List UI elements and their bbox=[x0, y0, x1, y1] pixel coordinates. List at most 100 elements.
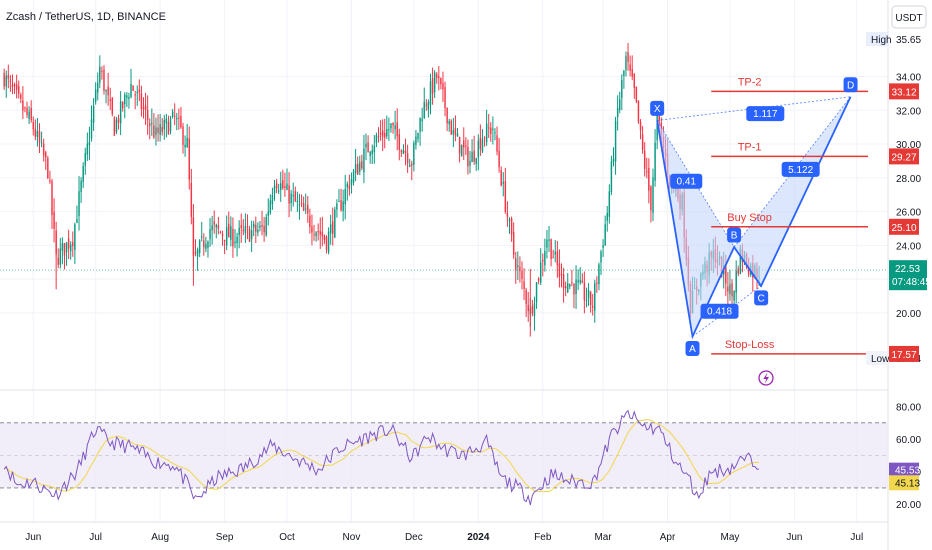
candle-body bbox=[531, 306, 534, 314]
candle-body bbox=[400, 150, 403, 153]
candle-body bbox=[494, 132, 496, 134]
rsi-line bbox=[3, 409, 760, 506]
candle-body bbox=[506, 213, 509, 217]
candle-body bbox=[182, 126, 184, 145]
currency-button[interactable]: USDT bbox=[891, 5, 927, 29]
candle-body bbox=[61, 242, 64, 251]
last-price-tag-bg bbox=[889, 260, 927, 291]
candle-body bbox=[255, 224, 257, 232]
candle-body bbox=[348, 185, 351, 190]
candle-body bbox=[419, 117, 421, 132]
candle-body bbox=[144, 105, 147, 110]
candle-body bbox=[236, 236, 238, 244]
lightning-icon[interactable] bbox=[758, 370, 774, 386]
time-tick-label: Dec bbox=[405, 532, 423, 543]
candle-body bbox=[739, 247, 742, 274]
candle-body bbox=[334, 209, 336, 238]
candle-body bbox=[9, 80, 12, 82]
candle-body bbox=[577, 280, 579, 283]
candle-body bbox=[371, 150, 373, 155]
time-tick-label: Nov bbox=[343, 532, 361, 543]
candle-body bbox=[284, 186, 286, 188]
candle-body bbox=[544, 251, 546, 266]
pattern-point-c[interactable]: C bbox=[754, 290, 769, 306]
candle-body bbox=[515, 258, 517, 270]
candle-body bbox=[32, 122, 35, 130]
candle-body bbox=[575, 279, 577, 295]
rsi-tick-label: 60.00 bbox=[896, 435, 921, 446]
candle-body bbox=[163, 120, 166, 130]
candle-body bbox=[729, 284, 731, 295]
candle-body bbox=[132, 85, 134, 91]
candle-body bbox=[277, 190, 280, 192]
candle-body bbox=[610, 161, 613, 192]
high-marker: High 35.65 bbox=[866, 32, 921, 46]
candle-body bbox=[648, 167, 650, 191]
candle-body bbox=[475, 158, 477, 165]
candle-body bbox=[735, 270, 737, 293]
candle-body bbox=[94, 89, 97, 102]
candle-body bbox=[315, 232, 317, 237]
time-tick-label: Jul bbox=[89, 532, 102, 543]
candle-body bbox=[562, 273, 565, 289]
candle-body bbox=[639, 121, 642, 131]
candle-body bbox=[280, 183, 282, 190]
ratio-badge-abc: 0.418 bbox=[700, 303, 739, 319]
tp2-price-tag: 33.12 bbox=[889, 83, 919, 100]
pattern-point-x[interactable]: X bbox=[650, 100, 665, 116]
candle-body bbox=[552, 257, 554, 259]
candle-body bbox=[496, 135, 498, 152]
currency-button-frame bbox=[891, 5, 927, 29]
candle-body bbox=[69, 244, 72, 252]
candle-body bbox=[47, 158, 49, 178]
candle-body bbox=[384, 132, 386, 138]
candle-body bbox=[128, 96, 130, 99]
candle-body bbox=[346, 183, 349, 188]
candle-body bbox=[234, 241, 236, 244]
pattern-point-d[interactable]: D bbox=[843, 77, 858, 93]
candle-body bbox=[429, 81, 432, 105]
candle-body bbox=[502, 182, 504, 184]
candle-body bbox=[625, 56, 627, 70]
last-price-value: 22.53 bbox=[895, 264, 920, 275]
candle-body bbox=[321, 231, 324, 237]
candle-body bbox=[3, 72, 5, 87]
svg-text:X: X bbox=[654, 104, 661, 115]
candle-body bbox=[413, 142, 415, 165]
symbol-title[interactable]: Zcash / TetherUS, 1D, BINANCE bbox=[6, 11, 166, 23]
price-tick-label: 30.00 bbox=[896, 140, 921, 151]
candle-body bbox=[440, 77, 442, 85]
candle-body bbox=[725, 263, 727, 284]
time-axis[interactable]: Jun Jul Aug Sep Oct Nov Dec 2024 Feb Mar Apr May Jun… bbox=[25, 532, 863, 543]
candle-body bbox=[213, 221, 215, 225]
candle-body bbox=[652, 177, 654, 213]
candle-body bbox=[608, 191, 611, 217]
candle-body bbox=[460, 144, 463, 157]
candle-body bbox=[107, 86, 109, 96]
candle-body bbox=[246, 226, 249, 228]
pattern-legs bbox=[656, 96, 852, 340]
candle-body bbox=[275, 183, 278, 189]
candle-body bbox=[97, 82, 99, 93]
candle-body bbox=[361, 161, 363, 169]
candle-body bbox=[396, 122, 398, 137]
candle-body bbox=[242, 230, 245, 232]
candle-body bbox=[273, 186, 276, 194]
candle-body bbox=[658, 115, 660, 121]
candle-body bbox=[294, 191, 297, 202]
candle-body bbox=[111, 97, 114, 115]
candle-body bbox=[30, 108, 32, 121]
candle-body bbox=[350, 179, 353, 186]
candle-body bbox=[304, 208, 307, 210]
candle-body bbox=[105, 90, 107, 92]
candle-body bbox=[467, 146, 469, 167]
candle-body bbox=[178, 117, 180, 119]
pattern-point-a[interactable]: A bbox=[685, 341, 700, 357]
candle-body bbox=[250, 230, 253, 240]
candle-body bbox=[567, 283, 569, 293]
candle-body bbox=[159, 124, 161, 135]
pattern-point-b[interactable]: B bbox=[727, 227, 742, 243]
candle-body bbox=[596, 282, 598, 284]
